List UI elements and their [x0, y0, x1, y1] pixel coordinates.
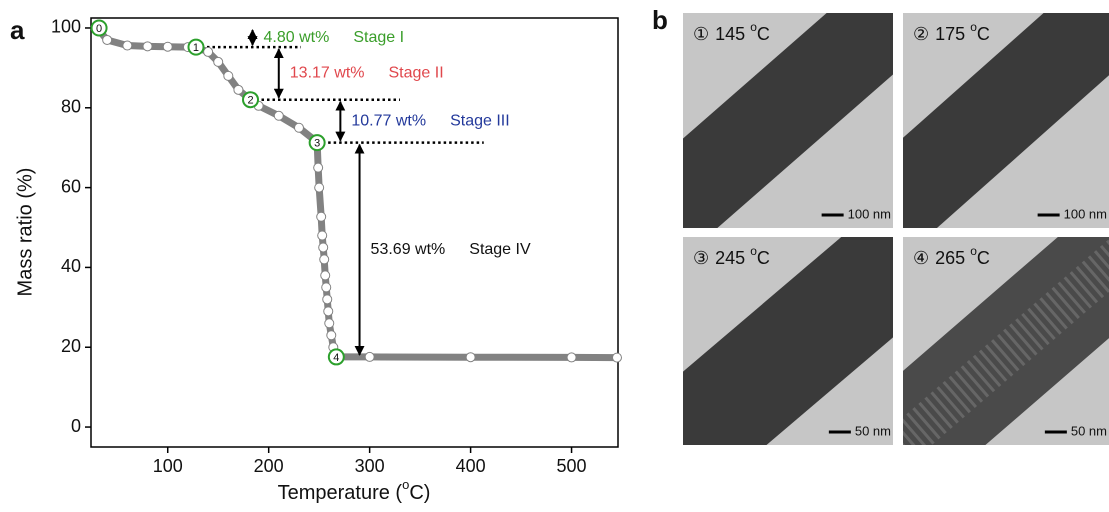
data-point — [213, 56, 224, 67]
caption-marker: ③ — [693, 248, 709, 268]
data-point — [314, 182, 325, 193]
caption-unit: C — [757, 24, 770, 44]
data-point — [364, 351, 375, 362]
point-marker-label: 4 — [333, 352, 339, 364]
caption-temperature: 145 — [715, 24, 745, 44]
y-tick-label: 40 — [61, 256, 81, 276]
data-point — [318, 242, 329, 253]
x-tick-label: 100 — [153, 456, 183, 476]
data-point — [316, 211, 327, 222]
point-marker — [90, 19, 108, 37]
data-point — [313, 162, 324, 173]
caption-marker: ① — [693, 24, 709, 44]
point-marker — [242, 91, 260, 109]
y-tick-label: 100 — [51, 17, 81, 37]
nanofiber — [683, 13, 893, 228]
data-point — [322, 294, 333, 305]
scale-bar-label: 100 nm — [1064, 206, 1107, 221]
caption-unit-sup: o — [970, 20, 977, 34]
caption-unit-sup: o — [750, 20, 757, 34]
y-tick-label: 80 — [61, 97, 81, 117]
data-point — [326, 330, 337, 341]
data-point — [320, 270, 331, 281]
point-marker — [308, 134, 326, 152]
data-point — [293, 122, 304, 133]
y-tick-label: 20 — [61, 336, 81, 356]
nanofiber-texture — [903, 239, 1109, 445]
scale-bar-label: 50 nm — [1071, 423, 1107, 438]
stage-name: Stage I — [353, 29, 404, 46]
nanofiber — [683, 237, 893, 445]
point-marker-label: 2 — [247, 95, 253, 107]
stage-name: Stage IV — [469, 241, 531, 258]
data-point — [223, 70, 234, 81]
point-marker-label: 1 — [193, 42, 199, 54]
image-caption: ③ 245 oC — [693, 244, 770, 268]
nanofiber — [903, 13, 1109, 228]
image-caption: ① 145 oC — [693, 20, 770, 44]
x-title-part: C) — [409, 482, 430, 504]
data-point — [611, 352, 622, 363]
point-marker-label: 0 — [96, 23, 102, 35]
data-point — [321, 282, 332, 293]
stage-amount: 53.69 wt% — [371, 241, 446, 258]
tem-image — [903, 237, 1109, 445]
caption-unit-sup: o — [970, 244, 977, 258]
data-point — [465, 352, 476, 363]
x-tick-label: 300 — [355, 456, 385, 476]
plot-frame — [90, 17, 619, 448]
y-tick-label: 0 — [71, 416, 81, 436]
tem-image — [683, 237, 893, 445]
data-point — [142, 41, 153, 52]
panel-label: a — [10, 15, 25, 45]
caption-temperature: 265 — [935, 248, 965, 268]
data-point — [162, 41, 173, 52]
caption-temperature: 175 — [935, 24, 965, 44]
tem-image — [683, 13, 893, 228]
x-tick-label: 200 — [254, 456, 284, 476]
caption-marker: ② — [913, 24, 929, 44]
data-point — [102, 34, 113, 45]
image-caption: ② 175 oC — [913, 20, 990, 44]
data-point — [122, 40, 133, 51]
panel-label: b — [652, 5, 668, 35]
data-point — [323, 306, 334, 317]
caption-unit-sup: o — [750, 244, 757, 258]
data-point — [324, 318, 335, 329]
y-tick-label: 60 — [61, 176, 81, 196]
caption-unit: C — [977, 24, 990, 44]
data-point — [233, 84, 244, 95]
stage-name: Stage II — [389, 65, 444, 82]
stage-name: Stage III — [450, 112, 510, 129]
scale-bar-label: 100 nm — [848, 206, 891, 221]
stage-amount: 10.77 wt% — [351, 112, 426, 129]
x-tick-label: 500 — [557, 456, 587, 476]
point-marker-label: 3 — [314, 138, 320, 150]
stage-amount: 13.17 wt% — [290, 65, 365, 82]
scale-bar-label: 50 nm — [855, 423, 891, 438]
x-title-sup: o — [402, 477, 409, 492]
caption-unit: C — [977, 248, 990, 268]
data-point — [273, 110, 284, 121]
data-point — [566, 352, 577, 363]
data-point — [203, 46, 214, 57]
point-marker — [187, 38, 205, 56]
caption-marker: ④ — [913, 248, 929, 268]
caption-temperature: 245 — [715, 248, 745, 268]
x-tick-label: 400 — [456, 456, 486, 476]
x-title-part: Temperature ( — [278, 482, 403, 504]
x-axis-title: Temperature (oC) — [278, 477, 431, 504]
stage-amount: 4.80 wt% — [264, 29, 330, 46]
data-point — [319, 254, 330, 265]
y-axis-title: Mass ratio (%) — [14, 168, 36, 297]
point-marker — [327, 348, 345, 366]
image-caption: ④ 265 oC — [913, 244, 990, 268]
caption-unit: C — [757, 248, 770, 268]
tem-image — [903, 13, 1109, 228]
data-point — [317, 230, 328, 241]
